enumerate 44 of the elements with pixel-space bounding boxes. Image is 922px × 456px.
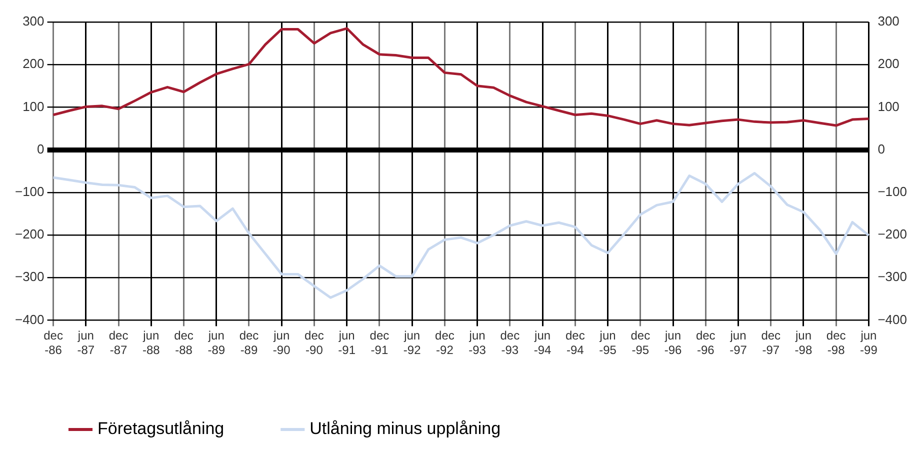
x-tick-label: jun -98 [794, 328, 812, 358]
y2-tick-label: 0 [878, 141, 885, 156]
x-tick-label: dec -86 [44, 328, 63, 358]
x-tick-label: dec -92 [435, 328, 454, 358]
x-tick-label: dec -89 [239, 328, 259, 358]
x-tick-label: dec -94 [565, 328, 585, 358]
x-tick-label: jun -94 [534, 328, 552, 358]
y-tick-label: 0 [37, 141, 44, 156]
y-tick-label: 300 [22, 14, 44, 29]
x-tick-label: dec -93 [500, 328, 520, 358]
x-tick-label: jun -92 [403, 328, 422, 358]
x-tick-label: dec -95 [630, 328, 650, 358]
x-tick-label: jun -93 [468, 328, 486, 358]
x-tick-label: jun -91 [338, 328, 356, 358]
y-tick-label: −100 [14, 184, 44, 199]
y2-tick-label: −300 [878, 269, 908, 284]
y2-tick-label: −400 [878, 312, 908, 327]
y-tick-label: −200 [14, 226, 44, 242]
x-tick-label: jun -99 [860, 328, 878, 358]
x-tick-label: jun -90 [272, 328, 291, 358]
legend-label: Utlåning minus upplåning [310, 419, 501, 438]
x-tick-label: jun -96 [664, 328, 682, 358]
x-tick-label: dec -97 [761, 328, 781, 358]
y2-tick-label: 200 [878, 56, 900, 72]
x-tick-label: jun -88 [142, 328, 160, 358]
y-tick-label: −300 [14, 269, 44, 284]
x-tick-label: jun -95 [598, 328, 617, 358]
y2-tick-label: 300 [878, 14, 900, 29]
x-tick-label: jun -97 [729, 328, 748, 358]
x-tick-label: dec -96 [696, 328, 716, 358]
x-tick-label: jun -87 [76, 328, 95, 358]
legend-label: Företagsutlåning [98, 419, 224, 438]
x-tick-label: dec -88 [174, 328, 194, 358]
y-tick-label: −400 [14, 312, 44, 327]
x-tick-label: dec -90 [304, 328, 324, 358]
x-tick-label: dec -91 [370, 328, 390, 358]
x-tick-label: jun -89 [207, 328, 226, 358]
x-tick-label: dec -98 [826, 328, 846, 358]
y2-tick-label: 100 [878, 98, 900, 114]
y2-tick-label: −100 [878, 184, 908, 199]
x-tick-label: dec -87 [108, 328, 128, 358]
y2-tick-label: −200 [878, 226, 908, 242]
y-tick-label: 100 [22, 98, 44, 114]
y-tick-label: 200 [22, 56, 44, 72]
